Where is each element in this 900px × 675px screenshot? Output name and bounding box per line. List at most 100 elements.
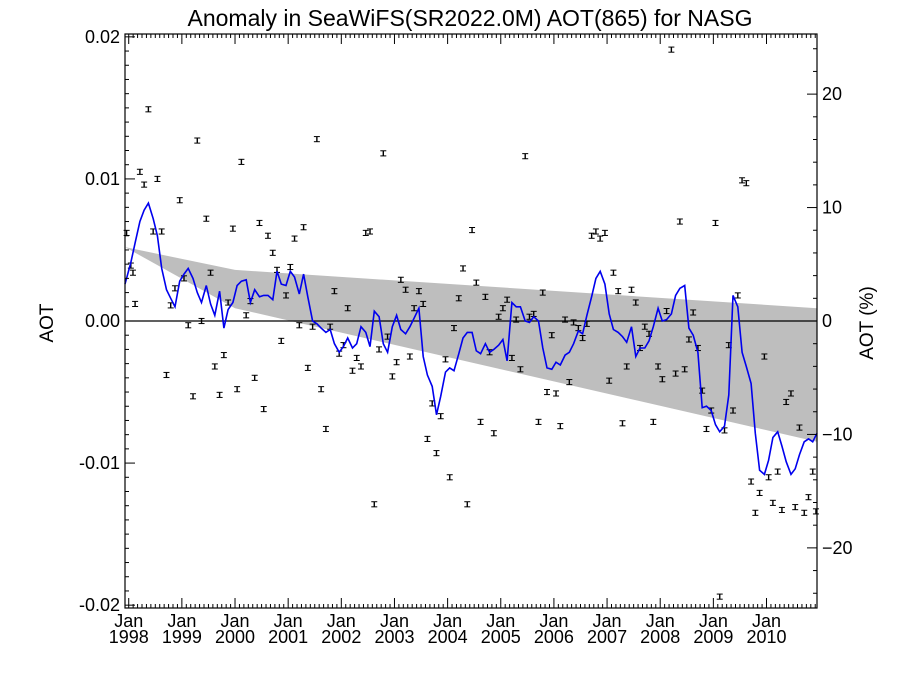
- y-left-tick-label: 0.00: [85, 311, 120, 331]
- x-tick-label-month: Jan: [486, 611, 515, 631]
- x-tick-label-month: Jan: [327, 611, 356, 631]
- scatter-point: [734, 292, 741, 299]
- tick-labels-layer: Jan1998Jan1999Jan2000Jan2001Jan2002Jan20…: [79, 27, 853, 647]
- scatter-point: [437, 413, 444, 420]
- scatter-point: [774, 468, 781, 475]
- scatter-point: [522, 153, 529, 160]
- scatter-point: [499, 305, 506, 312]
- scatter-point: [544, 388, 551, 396]
- scatter-point: [353, 354, 360, 361]
- scatter-point: [198, 317, 205, 325]
- scatter-point: [792, 504, 799, 511]
- scatter-point: [601, 229, 608, 236]
- running-mean-line-layer: [124, 201, 818, 477]
- scatter-point: [331, 288, 338, 295]
- scatter-point: [681, 366, 688, 373]
- scatter-point: [778, 506, 785, 514]
- scatter-point: [234, 386, 241, 393]
- scatter-point: [460, 265, 467, 272]
- scatter-point: [264, 232, 271, 239]
- x-tick-label-month: Jan: [114, 611, 143, 631]
- scatter-point: [141, 181, 148, 188]
- scatter-point: [371, 501, 378, 508]
- scatter-point: [513, 316, 520, 323]
- scatter-point: [203, 215, 210, 222]
- scatter-point: [278, 337, 285, 344]
- scatter-point: [623, 363, 630, 370]
- scatter-point: [655, 363, 662, 370]
- x-tick-label-year: 2005: [481, 627, 521, 647]
- x-tick-label-month: Jan: [274, 611, 303, 631]
- scatter-point: [517, 366, 524, 373]
- scatter-point: [446, 474, 453, 481]
- scatter-point: [256, 219, 263, 227]
- axes-layer: [124, 33, 818, 609]
- scatter-point: [402, 286, 409, 293]
- scatter-point: [251, 374, 258, 381]
- scatter-point: [557, 423, 564, 430]
- x-tick-label-year: 2009: [693, 627, 733, 647]
- scatter-point: [455, 295, 462, 302]
- y-right-tick-label: −10: [822, 424, 853, 444]
- scatter-point: [225, 299, 232, 306]
- scatter-point: [668, 46, 675, 53]
- scatter-point: [641, 323, 648, 330]
- scatter-point: [716, 593, 723, 600]
- scatter-point: [482, 293, 489, 300]
- scatter-point: [450, 325, 457, 332]
- scatter-point: [185, 322, 192, 329]
- scatter-point: [504, 296, 511, 303]
- x-tick-label-year: 2000: [215, 627, 255, 647]
- scatter-point: [553, 390, 560, 397]
- scatter-point: [597, 235, 604, 242]
- scatter-point: [420, 300, 427, 308]
- scatter-point: [765, 474, 772, 481]
- scatter-point: [477, 418, 484, 425]
- x-tick-label-year: 2010: [746, 627, 786, 647]
- x-tick-label-month: Jan: [752, 611, 781, 631]
- scatter-point: [535, 418, 542, 425]
- scatter-point: [397, 276, 404, 283]
- scatter-point: [171, 285, 178, 292]
- scatter-point: [322, 425, 329, 433]
- scatter-point: [283, 292, 290, 299]
- scatter-point: [158, 228, 165, 235]
- scatter-point: [809, 468, 816, 475]
- x-tick-label-year: 2006: [534, 627, 574, 647]
- scatter-point: [163, 371, 170, 379]
- scatter-point: [676, 218, 683, 225]
- scatter-point: [145, 106, 152, 113]
- scatter-point: [304, 364, 311, 371]
- scatter-point: [309, 323, 316, 330]
- scatter-point: [663, 307, 670, 315]
- scatter-point: [129, 269, 136, 276]
- scatter-point: [207, 269, 214, 276]
- x-tick-label-month: Jan: [433, 611, 462, 631]
- scatter-point: [752, 509, 759, 516]
- scatter-point: [508, 354, 515, 361]
- scatter-point: [243, 312, 250, 319]
- scatter-point: [743, 180, 750, 187]
- scatter-point: [357, 363, 364, 370]
- scatter-point: [220, 352, 227, 359]
- scatter-point: [473, 279, 480, 286]
- running-mean-line: [124, 201, 818, 477]
- scatter-point: [469, 227, 476, 234]
- scatter-point: [313, 136, 320, 143]
- scatter-point: [712, 219, 719, 227]
- scatter-point: [154, 175, 161, 182]
- scatter-point: [194, 137, 201, 144]
- scatter-point: [761, 353, 768, 360]
- x-tick-label-month: Jan: [699, 611, 728, 631]
- scatter-point: [562, 316, 569, 323]
- scatter-point: [464, 501, 471, 508]
- scatter-point: [672, 370, 679, 377]
- right-y-axis-title: AOT (%): [857, 286, 878, 360]
- scatter-point: [650, 418, 657, 425]
- scatter-point: [615, 288, 622, 295]
- y-right-tick-label: 10: [822, 198, 842, 218]
- scatter-point: [415, 288, 422, 295]
- scatter-point: [176, 197, 183, 204]
- scatter-point: [190, 393, 197, 400]
